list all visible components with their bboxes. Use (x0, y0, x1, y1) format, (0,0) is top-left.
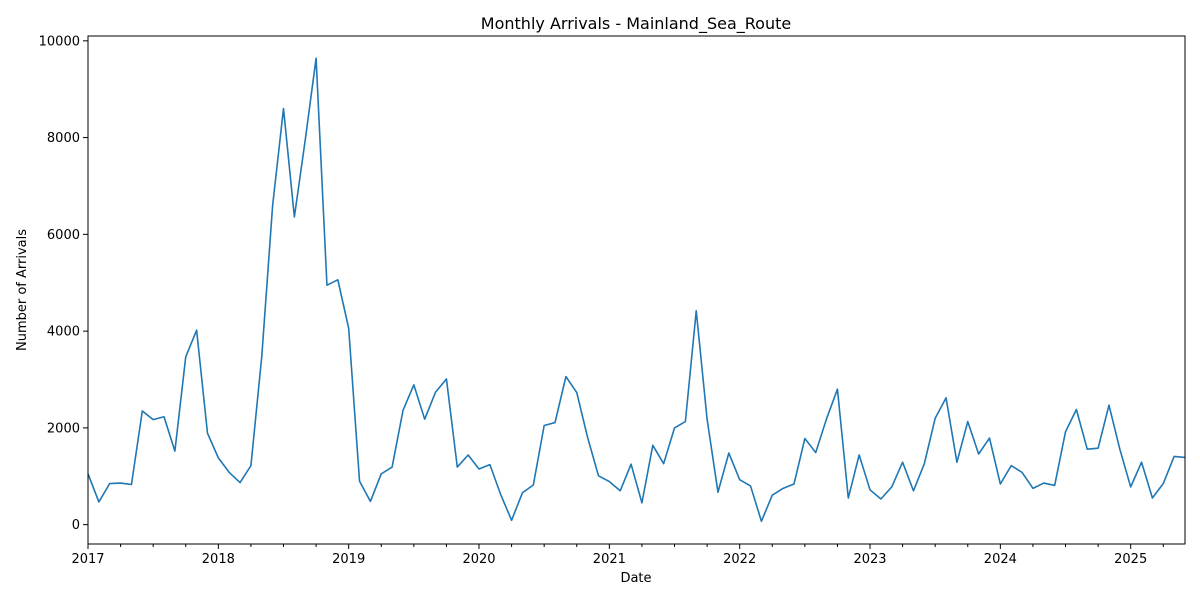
x-tick-label: 2018 (202, 552, 235, 567)
x-tick-label: 2019 (332, 552, 365, 567)
series-line (87, 57, 1186, 523)
y-tick-label: 0 (72, 518, 80, 533)
y-tick-label: 6000 (47, 228, 80, 243)
plot-frame (87, 35, 1186, 545)
y-tick-label: 10000 (39, 34, 80, 49)
x-axis: 2017 2018 2019 2020 2021 2022 2023 2024 2025 (71, 544, 1164, 567)
x-axis-title: Date (620, 571, 651, 586)
chart-title: Monthly Arrivals - Mainland_Sea_Route (481, 14, 791, 34)
y-tick-label: 8000 (47, 131, 80, 146)
x-tick-label: 2023 (853, 552, 886, 567)
y-axis: 0 2000 4000 6000 8000 10000 (39, 34, 88, 533)
x-tick-label: 2021 (593, 552, 626, 567)
x-tick-label: 2020 (462, 552, 495, 567)
y-tick-label: 4000 (47, 325, 80, 340)
y-tick-label: 2000 (47, 421, 80, 436)
x-tick-label: 2017 (71, 552, 104, 567)
x-tick-label: 2022 (723, 552, 756, 567)
x-tick-label: 2024 (984, 552, 1017, 567)
y-axis-title: Number of Arrivals (15, 229, 30, 351)
x-tick-label: 2025 (1114, 552, 1147, 567)
